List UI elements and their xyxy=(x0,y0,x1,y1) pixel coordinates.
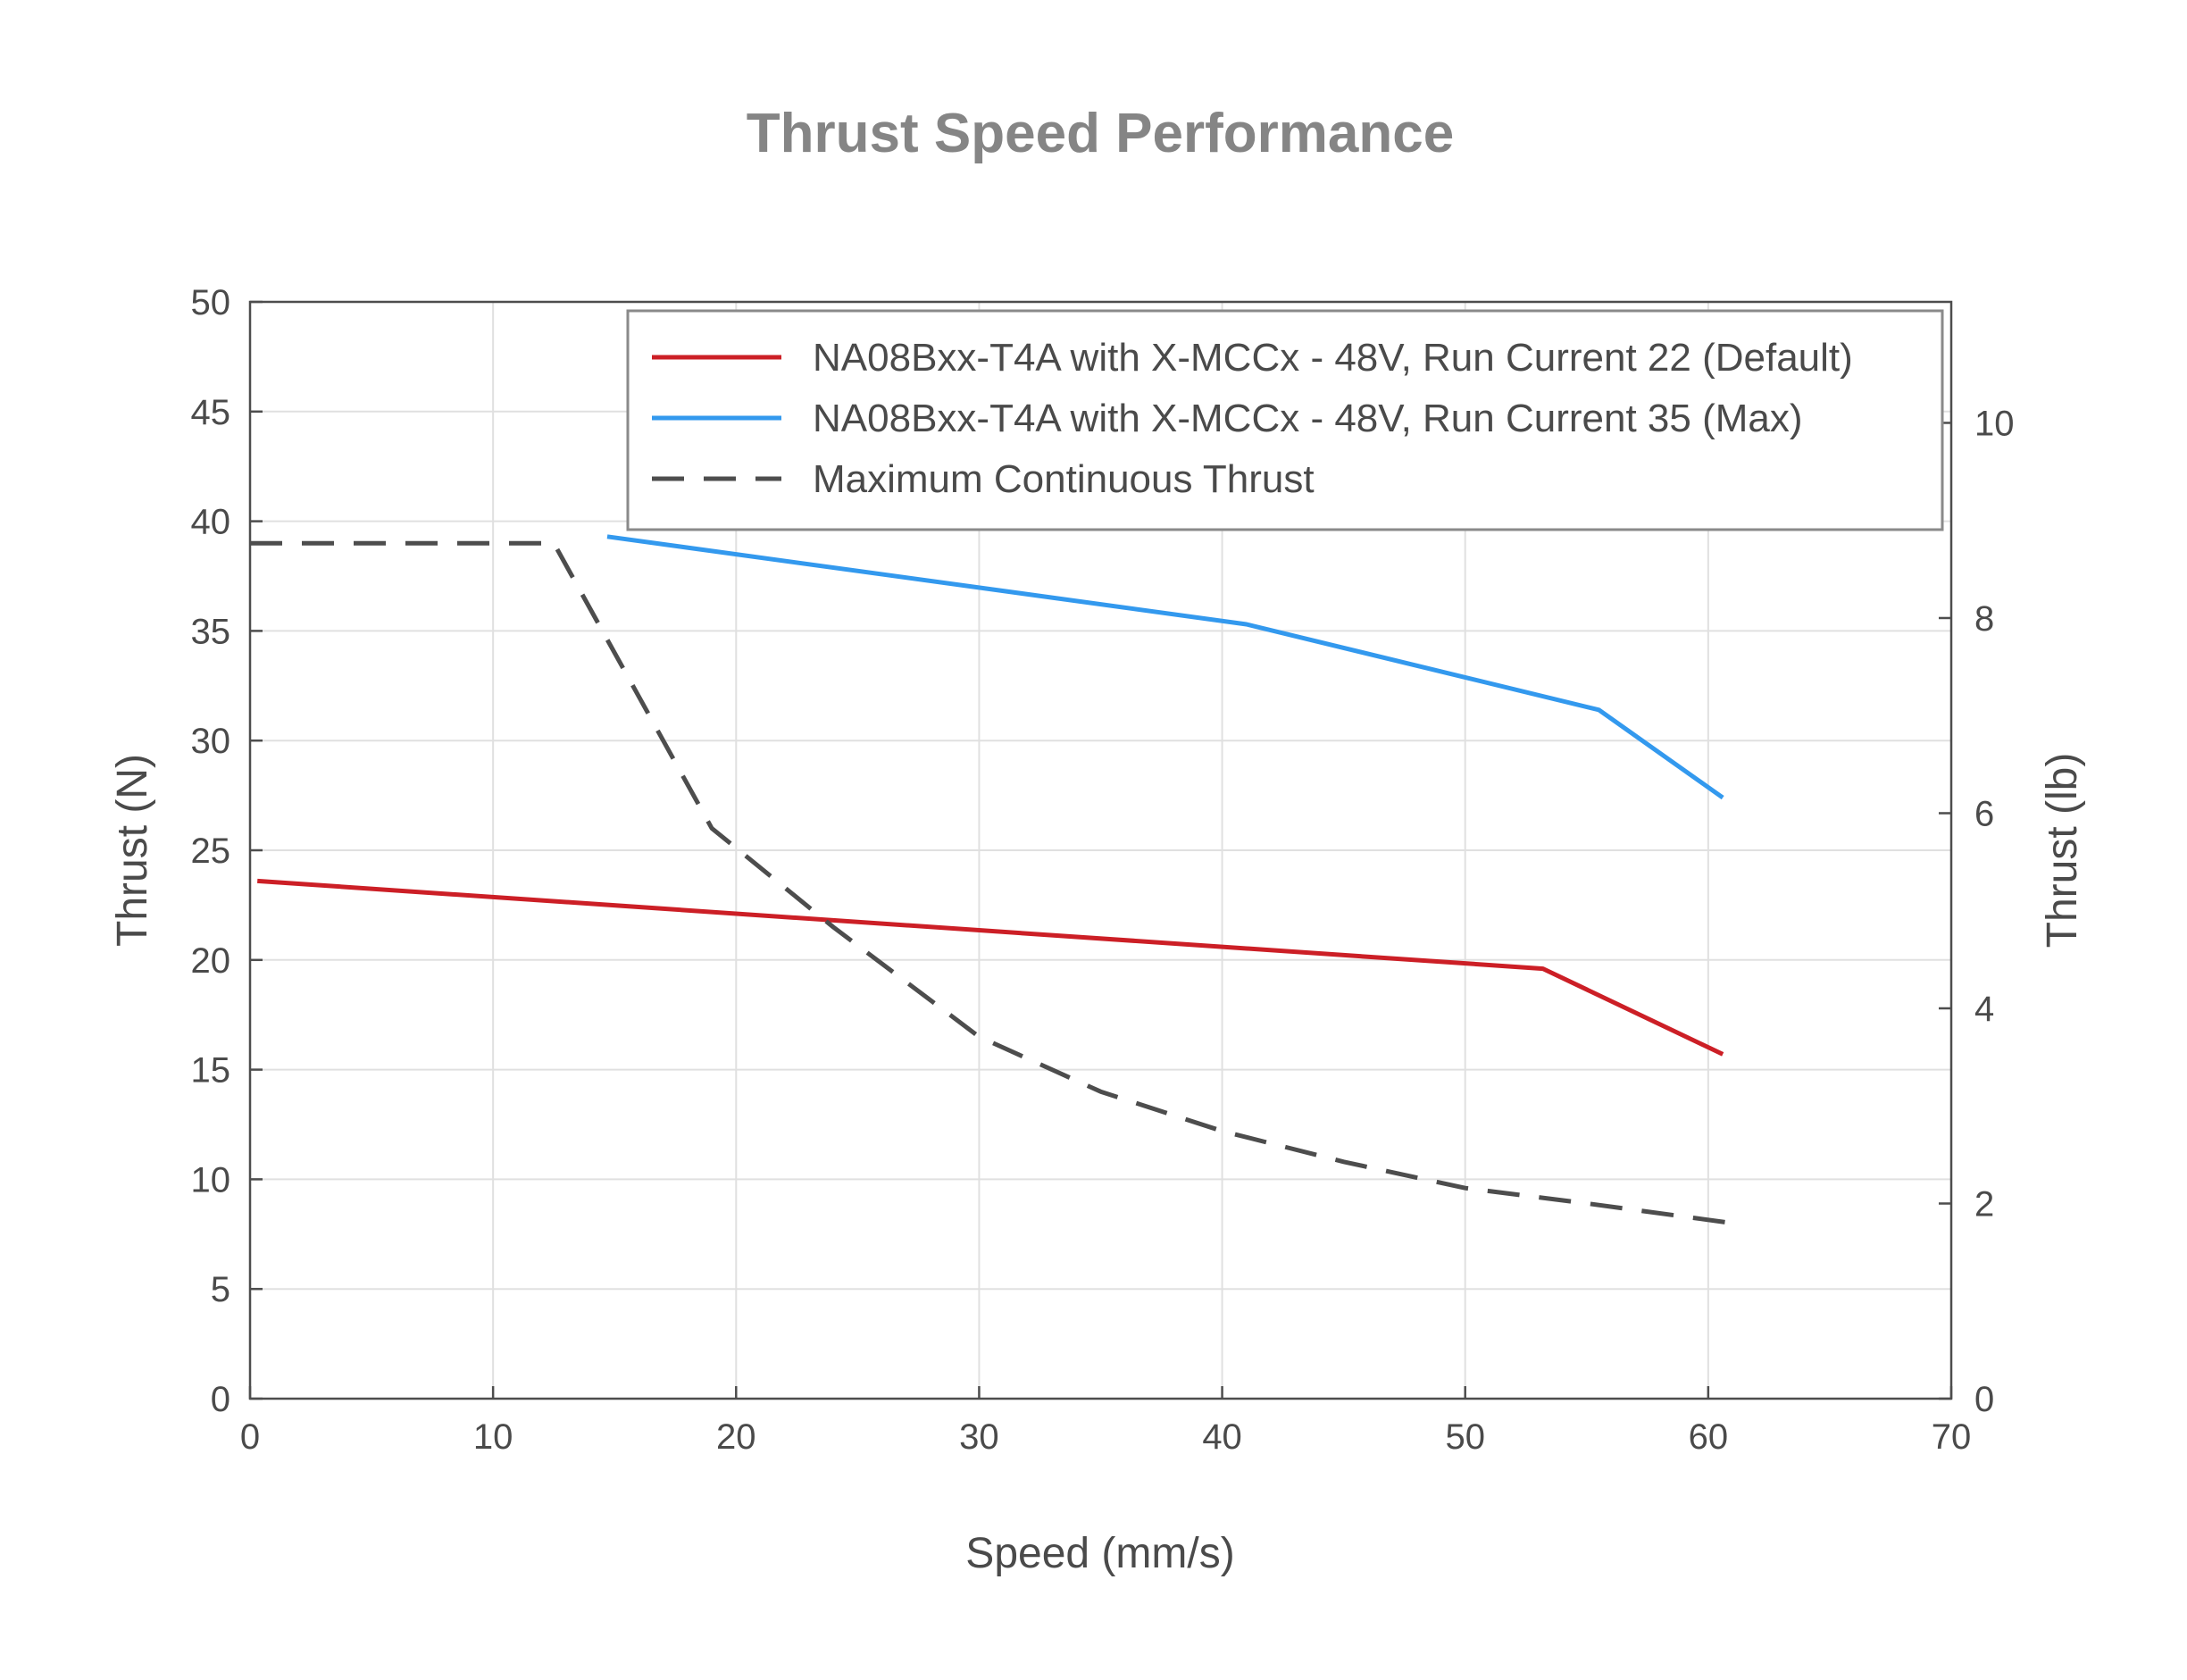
legend: NA08Bxx-T4A with X-MCCx - 48V, Run Curre… xyxy=(626,309,1944,531)
y2-tick-label: 4 xyxy=(1974,990,1994,1029)
series-line-1 xyxy=(257,878,1724,1057)
y-tick-label: 35 xyxy=(191,612,231,651)
y-axis-label: Thrust (N) xyxy=(109,754,156,947)
legend-items: NA08Bxx-T4A with X-MCCx - 48V, Run Curre… xyxy=(652,336,1853,501)
y-tick-label: 0 xyxy=(211,1380,230,1419)
series-line-3 xyxy=(250,540,1733,1225)
x-tick-label: 70 xyxy=(1932,1417,1972,1457)
y-tick-label: 10 xyxy=(191,1160,231,1199)
y2-tick-label: 0 xyxy=(1974,1380,1994,1419)
y-tick-label: 30 xyxy=(191,722,231,761)
y2-axis-label: Thrust (lb) xyxy=(2039,753,2086,949)
legend-label: NA08Bxx-T4A with X-MCCx - 48V, Run Curre… xyxy=(813,336,1853,380)
y2-axis-ticks: 0 2 4 6 8 10 xyxy=(1939,404,2015,1419)
y-tick-label: 5 xyxy=(211,1270,230,1309)
y2-tick-label: 10 xyxy=(1974,404,2015,443)
x-tick-label: 40 xyxy=(1202,1417,1242,1457)
y2-tick-label: 2 xyxy=(1974,1184,1994,1224)
x-axis-label: Speed (mm/s) xyxy=(965,1530,1234,1577)
y2-tick-label: 6 xyxy=(1974,794,1994,833)
x-tick-label: 10 xyxy=(473,1417,513,1457)
y-tick-label: 25 xyxy=(191,832,231,871)
legend-box xyxy=(626,309,1944,531)
y-tick-label: 45 xyxy=(191,393,231,432)
y-axis-ticks: 0 5 10 15 20 25 30 35 40 45 50 xyxy=(191,283,263,1419)
x-tick-label: 30 xyxy=(959,1417,999,1457)
y-tick-label: 15 xyxy=(191,1051,231,1091)
x-tick-label: 0 xyxy=(240,1417,260,1457)
legend-label: Maximum Continuous Thrust xyxy=(813,457,1315,501)
x-axis-ticks: 0 10 20 30 40 50 60 70 xyxy=(240,1386,1971,1457)
y-tick-label: 50 xyxy=(191,283,231,322)
legend-label: NA08Bxx-T4A with X-MCCx - 48V, Run Curre… xyxy=(813,397,1803,440)
x-tick-label: 20 xyxy=(716,1417,756,1457)
y-tick-label: 40 xyxy=(191,503,231,542)
series-lines xyxy=(250,534,1733,1225)
x-tick-label: 50 xyxy=(1445,1417,1485,1457)
y-tick-label: 20 xyxy=(191,941,231,981)
y2-tick-label: 8 xyxy=(1974,599,1994,639)
chart-title: Thrust Speed Performance xyxy=(747,103,1454,164)
series-line-2 xyxy=(606,534,1724,800)
x-tick-label: 60 xyxy=(1689,1417,1729,1457)
